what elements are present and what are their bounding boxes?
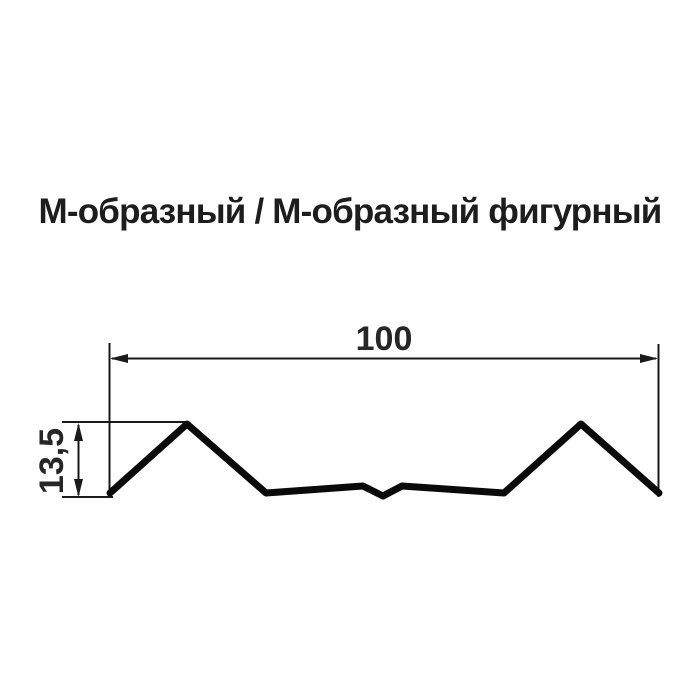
width-arrow-left-icon bbox=[110, 354, 128, 363]
profile-outline bbox=[106, 420, 663, 500]
height-arrow-bottom-icon bbox=[74, 479, 83, 497]
height-dimension-label: 13,5 bbox=[33, 428, 71, 494]
page-title: М-образный / М-образный фигурный bbox=[38, 192, 663, 231]
width-arrow-right-icon bbox=[640, 354, 658, 363]
height-arrow-top-icon bbox=[74, 423, 83, 441]
width-dimension-label: 100 bbox=[356, 320, 413, 358]
